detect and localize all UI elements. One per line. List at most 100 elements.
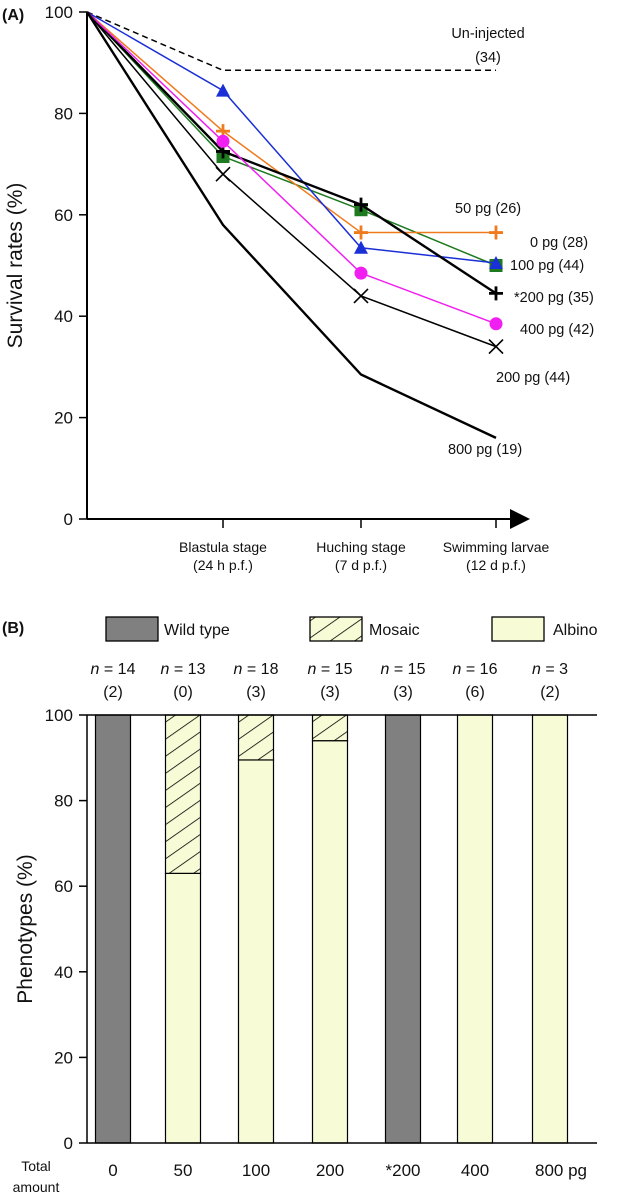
y-tick-label: 20 [54, 409, 73, 428]
data-point-plus [489, 225, 503, 240]
data-point-circle [216, 134, 230, 148]
data-point-x [353, 288, 369, 304]
data-point-plus [354, 225, 368, 240]
data-point-x [215, 166, 231, 182]
series-line [86, 11, 497, 325]
y-tick-label: 80 [54, 104, 73, 123]
y-tick-label: 100 [45, 3, 73, 22]
data-point-triangle [489, 255, 503, 269]
x-category-label: 50 [174, 1161, 193, 1180]
series-5: 400 pg (42) [86, 11, 594, 338]
series-6: 200 pg (44) [86, 11, 570, 386]
panel-b-letter: (B) [2, 620, 24, 637]
bar-mosaic [237, 714, 275, 761]
y-tick-label: 80 [54, 792, 73, 811]
x-category-label: 800 pg [535, 1161, 587, 1180]
x-axis-title: Total [21, 1158, 51, 1174]
data-point-plus [489, 286, 503, 301]
series-line [85, 11, 497, 439]
series-line [86, 11, 496, 234]
panel-a-axes: 0 20 40 60 80 100 Blastula stage (24 h p.f.) Huc… [4, 3, 550, 573]
data-point-plus [354, 197, 368, 212]
n-label: n = 14 [91, 661, 136, 678]
data-point-x [488, 339, 504, 355]
y-tick-label: 20 [54, 1048, 73, 1067]
count-label: (3) [246, 684, 266, 701]
x-category-label: 400 [461, 1161, 489, 1180]
n-label: n = 13 [161, 661, 206, 678]
series-label: *200 pg (35) [514, 290, 594, 306]
y-tick-label: 0 [64, 510, 73, 529]
bar-albino [456, 714, 494, 1144]
legend-label: Wild type [164, 622, 230, 639]
series-4: *200 pg (35) [86, 11, 594, 306]
y-tick-label: 60 [54, 206, 73, 225]
x-category-label: *200 [386, 1161, 421, 1180]
bar-albino [237, 759, 275, 1144]
data-point-triangle [216, 83, 230, 97]
x-category-label: (7 d p.f.) [335, 557, 387, 573]
data-point-circle [354, 266, 368, 280]
count-label: (0) [173, 684, 193, 701]
y-tick-label: 100 [45, 706, 73, 725]
bar-wild-type [94, 714, 132, 1144]
legend-label: Mosaic [369, 622, 420, 639]
series-label: 50 pg (26) [455, 201, 521, 217]
panel-b-bars [94, 714, 569, 1144]
x-category-label: Huching stage [316, 539, 406, 555]
y-axis-title: Survival rates (%) [4, 183, 27, 349]
y-axis-title: Phenotypes (%) [14, 854, 37, 1003]
y-tick-label: 60 [54, 877, 73, 896]
series-line [86, 11, 497, 264]
series-line [86, 11, 497, 267]
n-label: n = 15 [381, 661, 426, 678]
series-line [86, 11, 497, 295]
bar-mosaic [311, 714, 349, 742]
count-label: (6) [465, 684, 485, 701]
series-label: Un-injected [451, 26, 524, 42]
n-label: n = 16 [453, 661, 498, 678]
series-line [86, 11, 497, 348]
series-label: 800 pg (19) [448, 442, 522, 458]
x-category-label: 200 [316, 1161, 344, 1180]
series-label: 100 pg (44) [510, 258, 584, 274]
count-label: (2) [103, 684, 123, 701]
series-2: 0 pg (28) [86, 11, 588, 251]
panel-b-legend: Wild type Mosaic Albino [105, 616, 598, 642]
x-category-label: Blastula stage [179, 539, 267, 555]
panel-b-axes: n = 14 (2) n = 13 (0) n = 18 (3) n = 15 (3) n = … [13, 661, 597, 1195]
x-category-label: 0 [108, 1161, 117, 1180]
x-category-label: Swimming larvae [443, 539, 550, 555]
data-point-triangle [354, 240, 368, 254]
legend-swatch [491, 616, 545, 642]
series-label: 0 pg (28) [530, 235, 588, 251]
panel-a-letter: (A) [2, 7, 24, 24]
bar-albino [311, 740, 349, 1144]
count-label: (3) [320, 684, 340, 701]
x-category-label: (24 h p.f.) [193, 557, 253, 573]
count-label: (3) [393, 684, 413, 701]
data-point-circle [489, 317, 503, 331]
bar-wild-type [384, 714, 422, 1144]
series-label: (34) [475, 50, 501, 66]
n-label: n = 15 [308, 661, 353, 678]
x-category-label: 100 [242, 1161, 270, 1180]
bar-albino [531, 714, 569, 1144]
x-axis-arrow [510, 509, 530, 529]
legend-swatch [105, 616, 159, 642]
x-category-label: (12 d p.f.) [466, 557, 526, 573]
panel-a-series: Un-injected (34) 50 pg (26) 0 pg (28) 100 pg… [85, 11, 594, 458]
n-label: n = 18 [234, 661, 279, 678]
bar-mosaic [164, 714, 202, 874]
n-label: n = 3 [532, 661, 568, 678]
x-axis-title: amount [13, 1179, 60, 1195]
y-tick-label: 40 [54, 307, 73, 326]
y-tick-label: 0 [64, 1134, 73, 1153]
series-label: 200 pg (44) [496, 370, 570, 386]
y-tick-label: 40 [54, 963, 73, 982]
series-3: 100 pg (44) [86, 11, 584, 274]
count-label: (2) [540, 684, 560, 701]
series-7: 800 pg (19) [85, 11, 522, 458]
legend-label: Albino [553, 622, 598, 639]
